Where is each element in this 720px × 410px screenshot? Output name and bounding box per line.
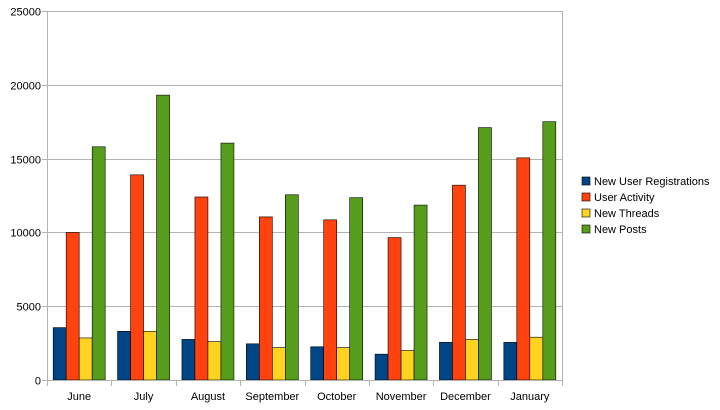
bar-new-user-registrations-october bbox=[310, 346, 324, 381]
x-tick-labels: June July August September October November De… bbox=[67, 391, 550, 403]
bar-user-activity-june bbox=[65, 232, 80, 381]
legend-label: New User Registrations bbox=[594, 176, 710, 188]
bar-new-user-registrations-august bbox=[181, 339, 196, 381]
x-tick-label: December bbox=[440, 391, 491, 403]
legend-label: New Threads bbox=[594, 208, 660, 220]
bar-new-posts-september bbox=[285, 194, 299, 381]
bar-new-user-registrations-july bbox=[117, 330, 131, 381]
bar-new-posts-january bbox=[542, 121, 557, 381]
legend-swatch bbox=[581, 192, 591, 202]
bar-new-posts-august bbox=[220, 142, 235, 381]
x-tick-label: August bbox=[191, 391, 225, 403]
x-tick-label: November bbox=[376, 391, 427, 403]
legend-label: New Posts bbox=[594, 224, 647, 236]
y-tick-label: 15000 bbox=[10, 155, 41, 167]
x-tick-label: October bbox=[317, 391, 356, 403]
bar-new-posts-june bbox=[91, 146, 106, 381]
y-tick-label: 10000 bbox=[10, 228, 41, 240]
bar-new-posts-december bbox=[478, 127, 492, 381]
y-tick-label: 20000 bbox=[10, 81, 41, 93]
axes bbox=[42, 11, 563, 386]
bar-new-threads-december bbox=[465, 339, 479, 381]
x-tick-label: January bbox=[510, 391, 550, 403]
bar-new-threads-august bbox=[207, 341, 222, 381]
y-tick-labels: 0 5000 10000 15000 20000 25000 bbox=[10, 7, 41, 388]
bar-new-threads-july bbox=[143, 330, 157, 381]
y-tick-label: 25000 bbox=[10, 7, 41, 19]
legend-label: User Activity bbox=[594, 192, 655, 204]
x-tick-label: September bbox=[245, 391, 299, 403]
bars bbox=[52, 94, 557, 381]
bar-new-user-registrations-september bbox=[246, 343, 260, 381]
bar-new-posts-october bbox=[349, 197, 363, 381]
bar-new-threads-june bbox=[78, 337, 93, 381]
bar-new-threads-september bbox=[272, 347, 286, 381]
bar-new-user-registrations-december bbox=[439, 342, 453, 381]
y-tick-label: 0 bbox=[35, 376, 41, 388]
bar-user-activity-december bbox=[452, 184, 466, 381]
bar-new-user-registrations-june bbox=[52, 327, 67, 381]
bar-new-posts-november bbox=[413, 204, 428, 381]
x-tick-label: June bbox=[67, 391, 91, 403]
bar-new-threads-october bbox=[336, 347, 350, 381]
bar-new-user-registrations-november bbox=[374, 353, 389, 381]
bar-user-activity-november bbox=[387, 237, 402, 381]
legend-swatch bbox=[581, 176, 591, 186]
y-tick-label: 5000 bbox=[17, 302, 41, 314]
bar-user-activity-january bbox=[516, 157, 531, 381]
bar-user-activity-august bbox=[194, 196, 209, 381]
bar-new-user-registrations-january bbox=[503, 342, 518, 381]
legend: New User Registrations User Activity New T… bbox=[581, 176, 710, 236]
bar-user-activity-july bbox=[130, 174, 144, 381]
bar-user-activity-october bbox=[323, 219, 337, 381]
bar-new-posts-july bbox=[156, 94, 170, 381]
bar-new-threads-november bbox=[400, 350, 415, 381]
x-tick-label: July bbox=[134, 391, 154, 403]
legend-swatch bbox=[581, 224, 591, 234]
bar-new-threads-january bbox=[529, 336, 544, 381]
bar-user-activity-september bbox=[259, 216, 273, 381]
legend-swatch bbox=[581, 208, 591, 218]
